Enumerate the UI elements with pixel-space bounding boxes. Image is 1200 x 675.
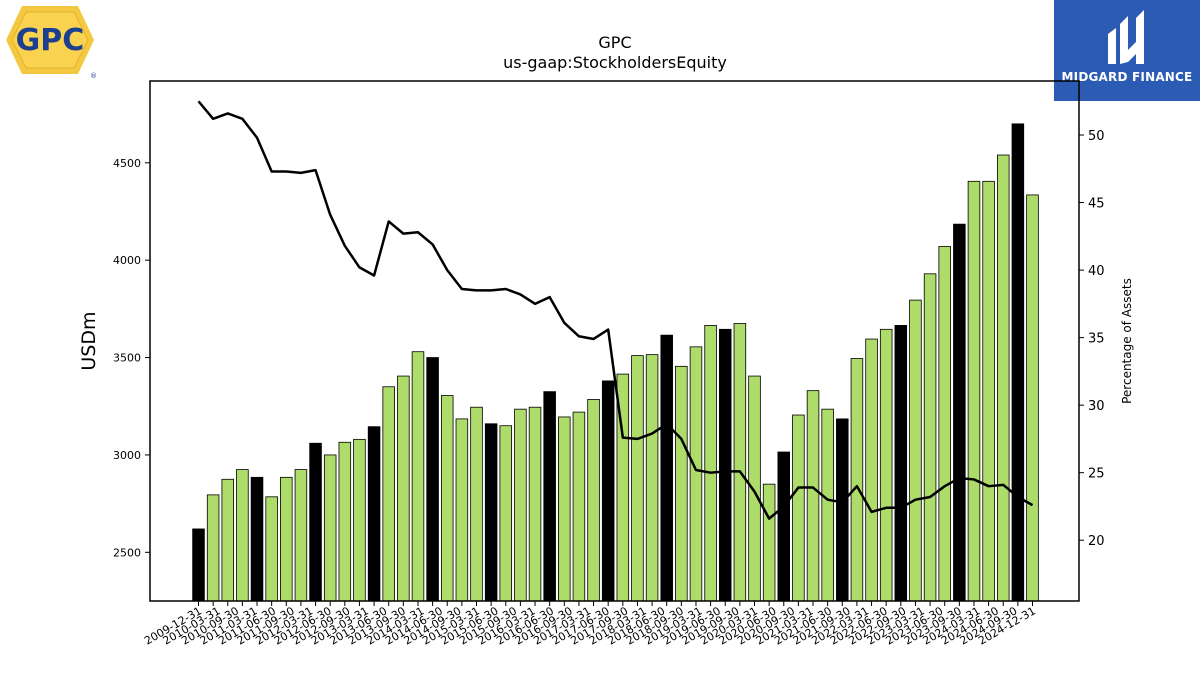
y-tick-label-2: 3500	[113, 352, 141, 365]
bar-30	[631, 355, 644, 602]
bar-51	[938, 246, 951, 602]
gpc-logo-text: GPC	[16, 23, 85, 58]
bar-26	[572, 411, 586, 602]
bar-12	[367, 426, 381, 602]
bar-19	[470, 406, 483, 602]
bar-45	[850, 358, 864, 602]
bar-24	[543, 391, 556, 602]
bar-56	[1011, 123, 1025, 602]
bar-14	[397, 375, 410, 602]
bar-39	[762, 483, 776, 602]
midgard-emblem-icon	[1108, 10, 1144, 64]
bar-20	[484, 423, 498, 602]
y2-tick-label-0: 20	[1088, 534, 1105, 549]
bar-50	[923, 273, 937, 602]
svg-text:®: ®	[90, 72, 96, 80]
bar-34	[689, 346, 703, 602]
bar-38	[748, 375, 761, 602]
bar-16	[426, 357, 439, 602]
bar-22	[514, 408, 527, 602]
y-tick-label-3: 4000	[113, 254, 141, 267]
bar-4	[250, 476, 264, 602]
bar-9	[323, 454, 337, 602]
bar-55	[996, 154, 1010, 602]
bar-53	[967, 180, 981, 602]
bar-31	[645, 354, 659, 602]
bar-2	[221, 478, 235, 602]
bar-42	[806, 390, 820, 602]
bar-0	[192, 528, 205, 602]
y2-tick-label-6: 50	[1088, 129, 1105, 144]
bar-43	[821, 408, 834, 602]
bar-10	[338, 441, 352, 602]
y-tick-label-1: 3000	[113, 449, 141, 462]
bar-25	[558, 416, 571, 602]
y2-tick-label-4: 40	[1088, 264, 1105, 279]
right-axis: 20 25 30 35 40 45 50	[1079, 129, 1105, 549]
y-tick-label-0: 2500	[113, 546, 141, 559]
y2-axis-label: Percentage of Assets	[1120, 278, 1134, 404]
x-axis: 2009-12-312010-03-312010-09-302011-03-31…	[142, 601, 1038, 648]
gpc-logo: GPC ®	[4, 4, 97, 80]
bar-15	[411, 351, 425, 602]
bar-5	[265, 496, 278, 602]
chart-subtitle: us-gaap:StockholdersEquity	[503, 53, 727, 72]
midgard-logo-text: MIDGARD FINANCE	[1061, 70, 1193, 84]
bar-52	[953, 223, 966, 602]
bar-1	[206, 494, 220, 602]
bar-33	[675, 365, 688, 602]
y2-tick-label-2: 30	[1088, 399, 1105, 414]
bar-21	[499, 425, 513, 602]
bar-series	[192, 123, 1039, 602]
bar-35	[704, 325, 717, 602]
bar-48	[894, 325, 908, 602]
chart-title: GPC	[598, 33, 631, 52]
left-axis: 2500 3000 3500 4000 4500	[113, 157, 150, 559]
y-axis-label: USDm	[78, 311, 100, 370]
bar-18	[455, 418, 469, 602]
y2-tick-label-3: 35	[1088, 332, 1105, 347]
bar-37	[733, 323, 747, 602]
bar-44	[836, 418, 849, 602]
bar-54	[982, 180, 995, 602]
bar-57	[1026, 194, 1039, 602]
bar-23	[528, 406, 542, 602]
y2-tick-label-5: 45	[1088, 197, 1105, 212]
bar-17	[440, 395, 454, 602]
bar-27	[587, 399, 600, 602]
percentage-line	[197, 100, 1034, 520]
y-tick-label-4: 4500	[113, 157, 141, 170]
bar-8	[309, 442, 322, 602]
bar-47	[879, 328, 893, 602]
bar-3	[236, 469, 249, 602]
bar-13	[382, 386, 395, 602]
bar-36	[718, 328, 732, 602]
bar-49	[909, 299, 922, 602]
y2-tick-label-1: 25	[1088, 467, 1105, 482]
bar-40	[777, 451, 791, 602]
bar-32	[660, 334, 673, 602]
plot-frame	[149, 80, 1080, 602]
bar-46	[865, 338, 878, 602]
bar-28	[601, 380, 615, 602]
bar-7	[294, 469, 308, 602]
bar-11	[353, 438, 366, 602]
bar-41	[792, 414, 805, 602]
bar-6	[280, 476, 293, 602]
